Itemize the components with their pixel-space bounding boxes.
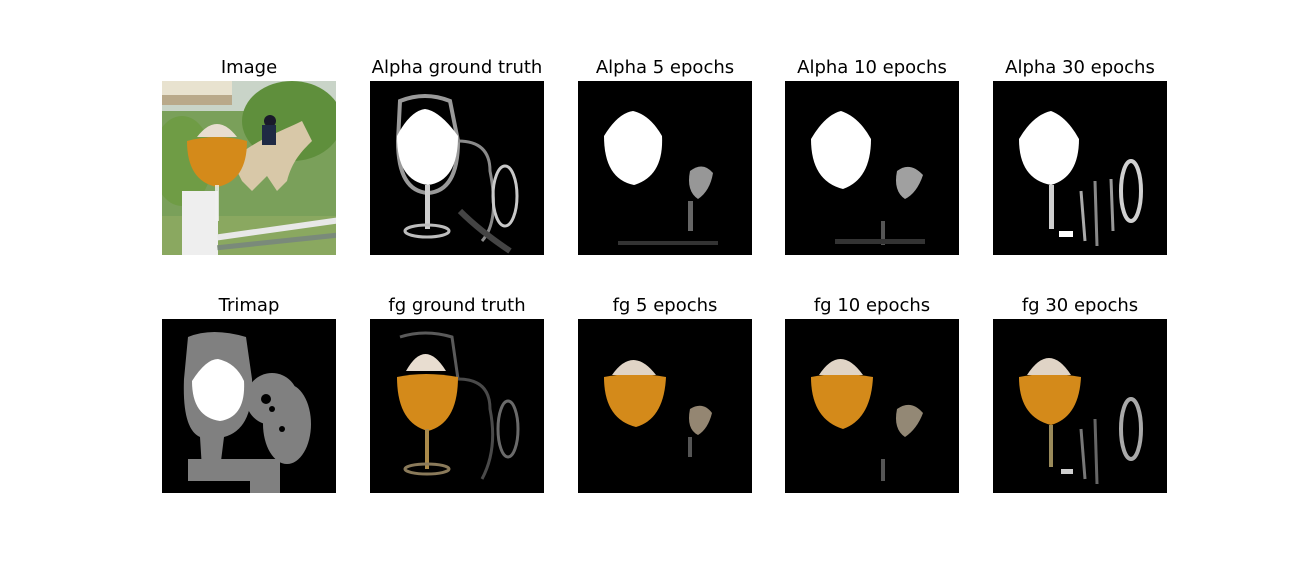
alpha-10-epochs-image xyxy=(785,81,959,255)
fg-10-epochs-image xyxy=(785,319,959,493)
panel-title: Alpha 30 epochs xyxy=(1005,57,1155,78)
alpha-30-epochs-image xyxy=(993,81,1167,255)
fg-5-epochs-image xyxy=(578,319,752,493)
panel-title: Alpha ground truth xyxy=(371,57,543,78)
panel-title: Alpha 10 epochs xyxy=(797,57,947,78)
panel-title: Image xyxy=(220,57,278,78)
fg-ground-truth-image xyxy=(370,319,544,493)
alpha-ground-truth-image xyxy=(370,81,544,255)
alpha-5-epochs-image xyxy=(578,81,752,255)
panel-title: fg 30 epochs xyxy=(1021,295,1139,316)
panel-title: fg ground truth xyxy=(388,295,526,316)
panel-title: Trimap xyxy=(218,295,280,316)
panel-title: fg 5 epochs xyxy=(612,295,718,316)
panel-title: fg 10 epochs xyxy=(813,295,931,316)
panel-title: Alpha 5 epochs xyxy=(595,57,735,78)
fg-30-epochs-image xyxy=(993,319,1167,493)
trimap-image xyxy=(162,319,336,493)
source-image xyxy=(162,81,336,255)
